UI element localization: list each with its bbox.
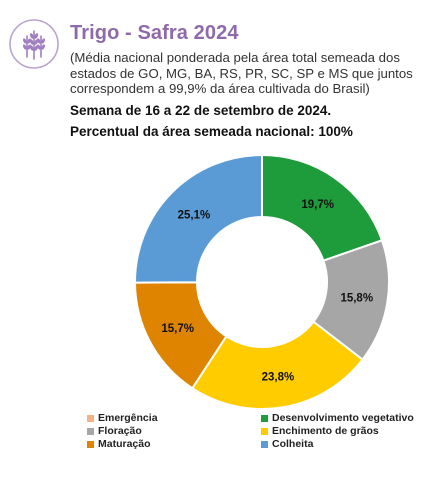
slice-3	[190, 320, 364, 410]
slice-5	[134, 153, 263, 284]
wheat-icon	[9, 19, 59, 69]
chart-title: Trigo - Safra 2024	[70, 22, 239, 44]
slice-label-3: 23,8%	[262, 372, 295, 384]
slice-1	[261, 153, 384, 262]
slice-label-1: 19,7%	[301, 199, 334, 211]
slice-label-5: 25,1%	[178, 209, 211, 221]
percent-area-label: Percentual da área semeada nacional: 100…	[70, 124, 353, 139]
slice-label-4: 15,7%	[161, 323, 194, 335]
week-label: Semana de 16 a 22 de setembro de 2024.	[70, 103, 332, 118]
slice-label-2: 15,8%	[340, 292, 373, 304]
chart-subtitle: (Média nacional ponderada pela área tota…	[70, 50, 413, 96]
